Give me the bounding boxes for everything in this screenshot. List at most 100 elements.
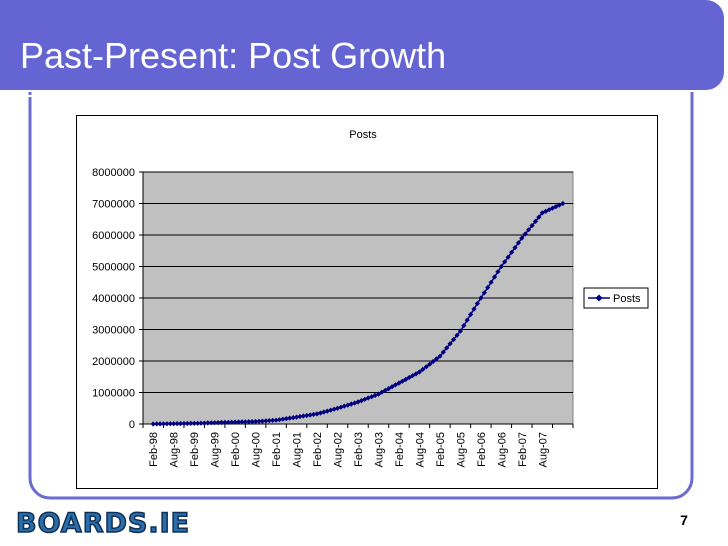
y-tick-label: 6000000 bbox=[92, 230, 135, 242]
data-point bbox=[345, 402, 351, 408]
logo-text: BOARDS.IE bbox=[16, 508, 190, 539]
y-axis: 0 1000000 2000000 3000000 4000000 5000000 6000… bbox=[92, 167, 144, 431]
data-point bbox=[256, 418, 262, 424]
data-point bbox=[392, 382, 399, 388]
data-point bbox=[410, 373, 416, 379]
data-point bbox=[232, 419, 238, 425]
x-tick-label: Feb-06 bbox=[476, 432, 488, 467]
y-tick-label: 1000000 bbox=[92, 388, 135, 400]
data-point bbox=[212, 420, 218, 426]
data-point bbox=[375, 391, 382, 397]
data-point bbox=[246, 419, 252, 425]
x-tick-label: Feb-98 bbox=[148, 432, 160, 467]
data-point bbox=[283, 416, 289, 422]
data-point bbox=[188, 420, 194, 426]
data-point bbox=[536, 214, 542, 220]
data-point bbox=[276, 417, 283, 423]
data-point bbox=[454, 332, 460, 338]
data-point bbox=[478, 295, 484, 301]
data-point bbox=[270, 417, 276, 423]
data-point bbox=[522, 231, 528, 237]
y-tick-label: 2000000 bbox=[92, 356, 135, 368]
data-point bbox=[379, 389, 385, 395]
x-axis: Feb-98 Aug-98 Feb-99 Aug-99 Feb-00 Aug-00 Feb-… bbox=[142, 423, 574, 467]
x-tick-label: Feb-99 bbox=[189, 432, 201, 467]
slide-title: Past-Present: Post Growth bbox=[20, 35, 447, 76]
data-point bbox=[481, 290, 487, 296]
x-tick-label: Feb-00 bbox=[230, 432, 242, 467]
data-point bbox=[334, 405, 341, 411]
x-tick-label: Aug-05 bbox=[455, 432, 467, 467]
data-point bbox=[502, 259, 508, 265]
data-point bbox=[198, 420, 204, 426]
data-point bbox=[174, 421, 180, 427]
data-point bbox=[532, 218, 539, 224]
data-point bbox=[485, 284, 491, 291]
data-point bbox=[560, 200, 566, 207]
data-point bbox=[386, 386, 392, 392]
x-tick-label: Feb-05 bbox=[435, 432, 447, 467]
data-point bbox=[222, 419, 228, 425]
data-point bbox=[505, 254, 511, 260]
data-point bbox=[389, 384, 395, 390]
data-point bbox=[215, 420, 221, 426]
data-point bbox=[488, 279, 494, 285]
x-tick-label: Aug-98 bbox=[169, 432, 181, 467]
data-point bbox=[307, 412, 313, 418]
boards-ie-logo: BOARDS.IE bbox=[15, 507, 190, 539]
page-number: 7 bbox=[680, 512, 688, 528]
data-point bbox=[218, 419, 225, 426]
data-point bbox=[372, 392, 378, 398]
data-point bbox=[328, 407, 334, 413]
data-point bbox=[338, 404, 344, 410]
data-point bbox=[471, 306, 477, 312]
x-tick-label: Aug-04 bbox=[414, 432, 426, 467]
data-point bbox=[512, 245, 518, 251]
data-point bbox=[556, 202, 562, 208]
data-point bbox=[399, 378, 405, 384]
data-point bbox=[369, 394, 375, 400]
data-point bbox=[427, 361, 433, 367]
data-point bbox=[348, 401, 354, 407]
data-point bbox=[177, 421, 184, 427]
data-point bbox=[382, 387, 388, 393]
y-tick-label: 3000000 bbox=[92, 325, 135, 337]
data-point bbox=[498, 263, 504, 270]
data-point bbox=[249, 419, 255, 425]
data-point bbox=[242, 419, 248, 425]
data-point bbox=[239, 419, 245, 425]
data-point bbox=[396, 380, 402, 386]
data-point bbox=[457, 328, 463, 334]
x-tick-label: Feb-07 bbox=[517, 432, 529, 467]
data-point bbox=[208, 420, 214, 426]
data-point bbox=[229, 419, 235, 425]
legend-label: Posts bbox=[613, 293, 641, 305]
data-point bbox=[362, 396, 368, 402]
data-point bbox=[553, 204, 559, 210]
data-point bbox=[526, 227, 532, 233]
data-point bbox=[413, 371, 419, 377]
data-point bbox=[287, 415, 293, 421]
data-point bbox=[150, 421, 156, 427]
data-point bbox=[266, 418, 272, 424]
data-point bbox=[164, 421, 170, 427]
data-point bbox=[181, 420, 187, 427]
data-point bbox=[263, 418, 269, 424]
x-tick-label: Aug-99 bbox=[210, 432, 222, 467]
data-point bbox=[474, 300, 480, 307]
data-point bbox=[290, 415, 296, 421]
posts-line-chart: Posts 0 1000000 2000000 3000000 4000000 50000… bbox=[92, 129, 649, 467]
x-tick-label: Feb-02 bbox=[312, 432, 324, 467]
data-point bbox=[423, 364, 429, 370]
chart-area: Posts 0 1000000 2000000 3000000 4000000 50000… bbox=[76, 115, 658, 489]
data-point bbox=[437, 353, 443, 359]
x-tick-label: Aug-06 bbox=[496, 432, 508, 467]
data-point bbox=[195, 420, 201, 426]
x-tick-label: Aug-02 bbox=[333, 432, 345, 467]
data-point bbox=[167, 421, 173, 427]
data-point bbox=[324, 408, 330, 414]
x-tick-label: Aug-00 bbox=[251, 432, 263, 467]
data-point bbox=[491, 274, 498, 280]
data-point bbox=[297, 413, 303, 420]
